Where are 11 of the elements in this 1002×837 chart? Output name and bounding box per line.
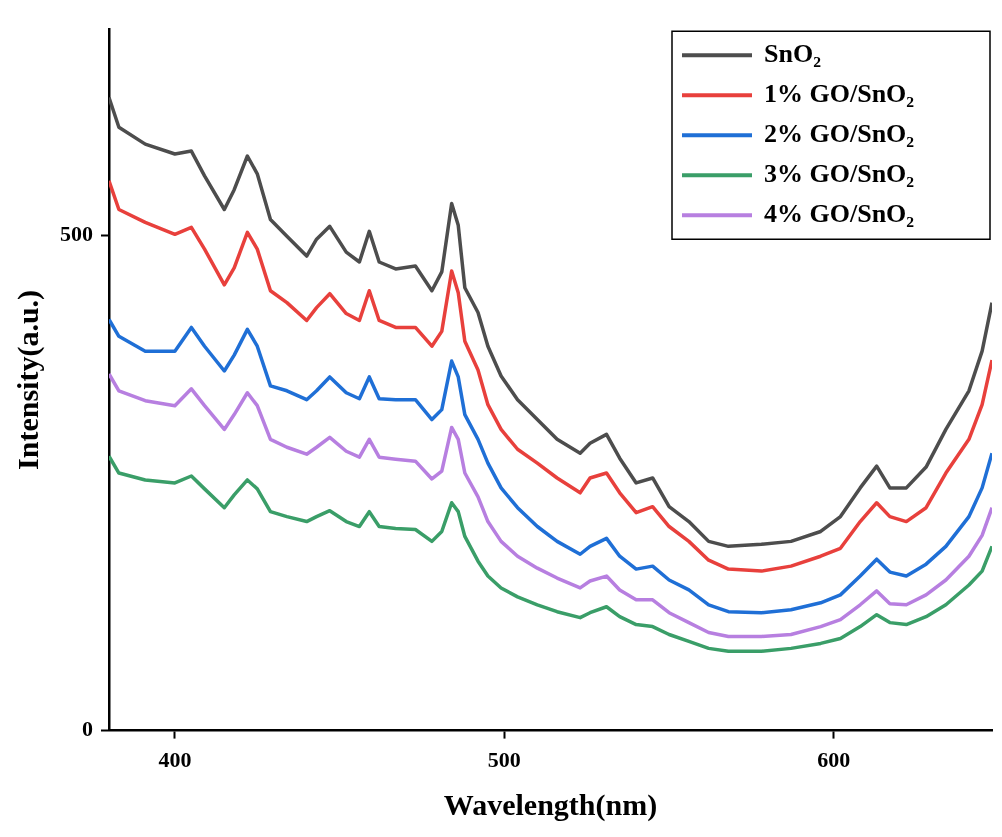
legend-label: 1% GO/SnO₂ <box>764 78 915 108</box>
x-tick-label: 400 <box>158 747 192 773</box>
legend-label: 2% GO/SnO₂ <box>764 118 915 148</box>
legend-label: SnO₂ <box>764 38 822 68</box>
legend-label: 3% GO/SnO₂ <box>764 158 915 188</box>
legend-label: 4% GO/SnO₂ <box>764 198 915 228</box>
x-tick-label: 600 <box>817 747 851 773</box>
x-axis-title: Wavelength(nm) <box>443 787 658 822</box>
x-tick-label: 500 <box>487 747 521 773</box>
y-axis-title: Intensity(a.u.) <box>10 289 45 470</box>
y-tick-label: 0 <box>82 716 93 742</box>
